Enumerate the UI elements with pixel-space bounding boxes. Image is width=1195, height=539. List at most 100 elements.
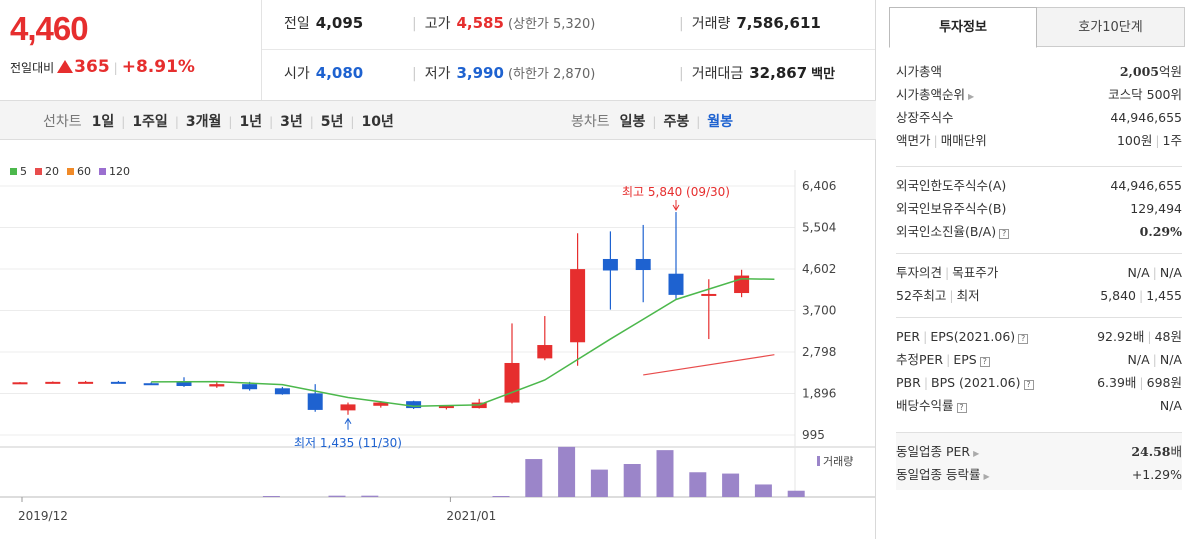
candle-body <box>373 402 389 406</box>
tab-order-book[interactable]: 호가10단계 <box>1037 7 1185 47</box>
line-period-option-2[interactable]: 3개월 <box>185 114 222 130</box>
opinion-row: 투자의견 | 목표주가 N/A | N/A <box>896 265 1182 280</box>
opinion-section: 투자의견 | 목표주가 N/A | N/A 52주최고 | 최저 5,840 | 1,455 <box>896 253 1182 307</box>
candle-period-option-0[interactable]: 일봉 <box>619 114 646 130</box>
per-row: PER | EPS(2021.06)? 92.92배 | 48원 <box>896 329 1182 344</box>
candle-body <box>110 381 126 384</box>
divider: | <box>121 115 126 129</box>
candle-body <box>602 258 618 271</box>
volume-bar <box>361 495 379 497</box>
sector-rate-row[interactable]: 동일업종 등락률 ▶ +1.29% <box>896 467 1182 482</box>
legend-item-ma5: 5 <box>10 165 27 178</box>
candle-body <box>406 401 422 409</box>
line-period-option-6[interactable]: 10년 <box>361 114 394 130</box>
price-stats: 전일 4,095 | 고가 4,585 (상한가 5,320) | 거래량 7,586,61… <box>262 0 875 100</box>
market-cap-rank-row[interactable]: 시가총액순위 ▶ 코스닥 500위 <box>896 87 1182 102</box>
low-arrow-head <box>344 417 352 425</box>
legend-item-ma60: 60 <box>67 165 91 178</box>
help-icon[interactable]: ? <box>979 357 990 367</box>
legend-item-ma120: 120 <box>99 165 130 178</box>
current-price: 4,460 <box>10 10 89 47</box>
volume-bar <box>558 446 576 497</box>
change-rate: +8.91% <box>121 57 195 77</box>
foreign-section: 외국인한도주식수(A) 44,946,655 외국인보유주식수(B) 129,494… <box>896 166 1182 243</box>
divider: | <box>113 61 118 75</box>
help-icon[interactable]: ? <box>1018 334 1029 344</box>
x-tick-label: 2019/12 <box>18 509 68 523</box>
y-tick-label: 4,602 <box>802 262 836 276</box>
volume-bar <box>787 490 805 497</box>
chart-legend: 5 20 60 120 <box>10 165 138 178</box>
y-tick-label: 5,504 <box>802 221 836 235</box>
volume-bar <box>328 495 346 497</box>
low-annotation: 최저 1,435 (11/30) <box>294 436 402 450</box>
valuation-section: PER | EPS(2021.06)? 92.92배 | 48원 추정PER | EPS? N/… <box>896 317 1182 417</box>
est-per-row: 추정PER | EPS? N/A | N/A <box>896 352 1182 367</box>
line-period-option-1[interactable]: 1주일 <box>132 114 168 130</box>
line-period-option-3[interactable]: 1년 <box>239 114 263 130</box>
candle-body <box>668 273 684 295</box>
divider: | <box>652 115 657 129</box>
price-change-row: 전일대비 365 | +8.91% <box>10 57 195 77</box>
x-tick-label: 2021/01 <box>446 509 496 523</box>
chevron-right-icon: ▶ <box>968 92 975 101</box>
sector-per-row[interactable]: 동일업종 PER ▶ 24.58배 <box>896 444 1182 459</box>
y-tick-label: 995 <box>802 428 825 442</box>
volume-bar <box>262 496 280 497</box>
ma5-line <box>151 278 775 407</box>
line-period-option-0[interactable]: 1일 <box>91 114 115 130</box>
y-tick-label: 1,896 <box>802 387 836 401</box>
pbr-row: PBR | BPS (2021.06)? 6.39배 | 698원 <box>896 375 1182 390</box>
foreign-rate-row: 외국인소진율(B/A)? 0.29% <box>896 224 1182 239</box>
line-period-option-4[interactable]: 3년 <box>280 114 303 130</box>
chevron-right-icon: ▶ <box>973 449 980 458</box>
market-cap-row: 시가총액 2,005억원 <box>896 64 1182 79</box>
volume-legend-swatch <box>817 456 820 466</box>
change-label: 전일대비 <box>10 61 55 75</box>
candlestick-chart: 6,406 5,504 4,602 3,700 2,798 1,896 995 최고 5,84… <box>0 170 875 523</box>
volume-bar <box>623 464 641 497</box>
up-triangle-icon <box>57 60 74 73</box>
candle-period-option-2[interactable]: 월봉 <box>707 114 734 130</box>
y-tick-label: 3,700 <box>802 304 836 318</box>
help-icon[interactable]: ? <box>999 229 1010 239</box>
dividend-row: 배당수익률? N/A <box>896 398 1182 413</box>
candle-body <box>307 393 323 410</box>
divider: | <box>696 115 701 129</box>
candle-body <box>242 384 258 390</box>
divider: | <box>350 115 355 129</box>
listed-shares-row: 상장주식수 44,946,655 <box>896 110 1182 125</box>
volume-bar <box>754 484 772 497</box>
line-period-option-5[interactable]: 5년 <box>320 114 344 130</box>
candle-body <box>701 293 717 296</box>
left-panel: 4,460 전일대비 365 | +8.91% 전일 4,095 | 고가 4,585 (상한… <box>0 0 876 539</box>
day-low: | 저가 3,990 (하한가 2,870) <box>412 64 596 82</box>
candle-body <box>537 345 553 359</box>
volume-bar <box>525 459 543 497</box>
divider: | <box>228 115 233 129</box>
candle-body <box>12 382 28 385</box>
help-icon[interactable]: ? <box>1023 380 1034 390</box>
volume-legend-label: 거래량 <box>823 455 853 468</box>
candle-body <box>504 362 520 403</box>
candle-period-option-1[interactable]: 주봉 <box>663 114 690 130</box>
prev-close: 전일 4,095 <box>284 14 364 32</box>
candle-body <box>209 384 225 387</box>
candle-body <box>570 269 586 343</box>
volume-bar <box>492 496 510 497</box>
tab-investment-info[interactable]: 투자정보 <box>889 7 1037 48</box>
divider: | <box>309 115 314 129</box>
help-icon[interactable]: ? <box>956 403 967 413</box>
right-panel: 투자정보 호가10단계 시가총액 2,005억원 시가총액순위 ▶ 코스닥 500위 … <box>876 0 1195 539</box>
y-tick-label: 2,798 <box>802 345 836 359</box>
high-annotation: 최고 5,840 (09/30) <box>622 185 730 199</box>
volume: | 거래량 7,586,611 <box>679 14 821 32</box>
volume-bar <box>722 473 740 497</box>
change-value: 365 <box>74 57 110 77</box>
volume-bar <box>656 450 674 497</box>
candle-body <box>45 381 61 384</box>
candle-body <box>143 383 159 386</box>
y-tick-label: 6,406 <box>802 179 836 193</box>
trade-amount: | 거래대금 32,867 백만 <box>679 64 836 82</box>
stats-row: 전일 4,095 | 고가 4,585 (상한가 5,320) | 거래량 7,586,61… <box>262 0 875 50</box>
